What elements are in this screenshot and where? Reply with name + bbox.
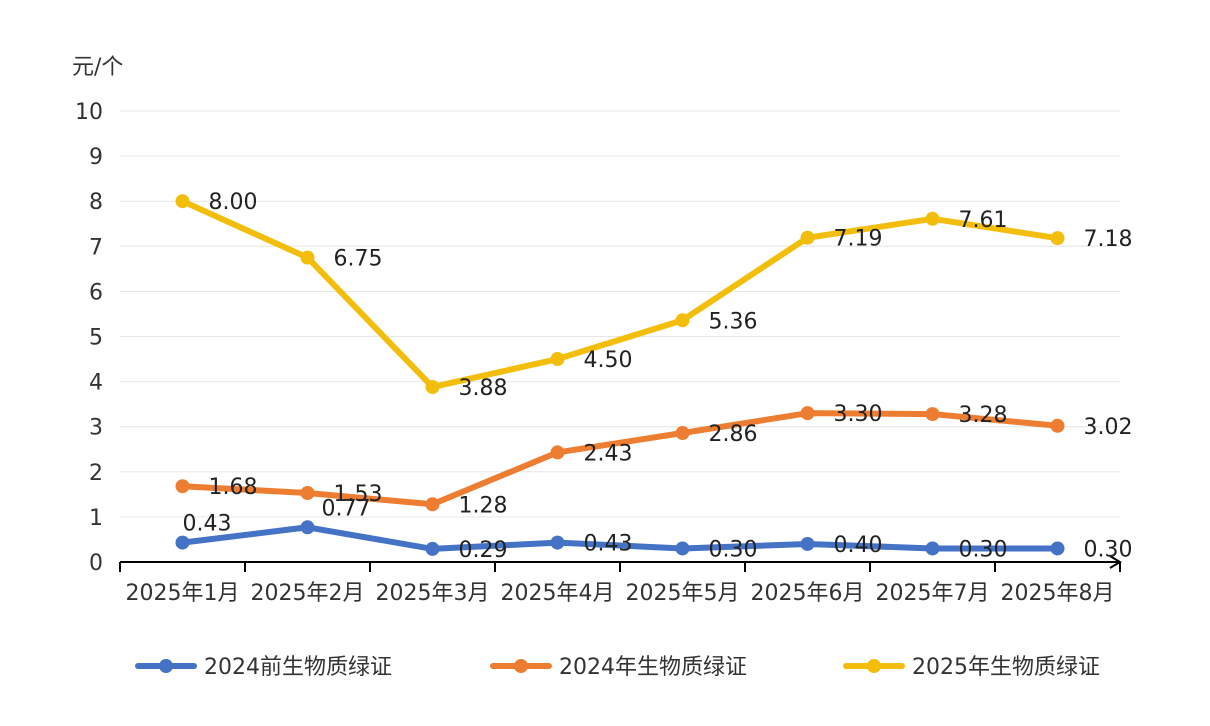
- y-tick-label: 9: [89, 145, 103, 170]
- y-tick-label: 10: [75, 100, 103, 125]
- y-tick-label: 4: [89, 371, 103, 396]
- data-label: 0.77: [322, 496, 371, 521]
- data-label: 3.88: [459, 376, 508, 401]
- data-label: 1.68: [209, 475, 258, 500]
- data-label: 3.02: [1084, 415, 1133, 440]
- data-label: 1.53: [334, 482, 383, 507]
- y-tick-label: 1: [89, 506, 103, 531]
- legend-label: 2024前生物质绿证: [204, 655, 392, 680]
- y-tick-label: 7: [89, 235, 103, 260]
- data-label: 0.40: [834, 533, 883, 558]
- y-tick-label: 8: [89, 190, 103, 215]
- data-point: [425, 497, 440, 512]
- data-point: [425, 541, 440, 556]
- data-point: [800, 536, 815, 551]
- data-label: 3.30: [834, 402, 883, 427]
- data-point: [1050, 541, 1065, 556]
- legend-marker: [867, 659, 881, 673]
- data-label: 0.43: [183, 512, 232, 537]
- legend-marker: [514, 659, 528, 673]
- data-point: [925, 407, 940, 422]
- legend-label: 2025年生物质绿证: [912, 655, 1100, 680]
- y-tick-label: 5: [89, 326, 103, 351]
- data-label: 5.36: [709, 309, 758, 334]
- y-tick-label: 0: [89, 551, 103, 576]
- data-label: 8.00: [209, 190, 258, 215]
- series-line-0: [179, 524, 1061, 552]
- data-point: [550, 445, 565, 460]
- data-label: 0.30: [1084, 537, 1133, 562]
- x-tick-label: 2025年3月: [376, 581, 490, 606]
- x-tick-label: 2025年5月: [626, 581, 740, 606]
- legend-marker: [159, 659, 173, 673]
- data-point: [675, 426, 690, 441]
- x-tick-label: 2025年4月: [501, 581, 615, 606]
- data-label: 7.19: [834, 227, 883, 252]
- x-tick-label: 2025年1月: [126, 581, 240, 606]
- data-label: 7.18: [1084, 227, 1133, 252]
- x-tick-label: 2025年2月: [251, 581, 365, 606]
- series-line-2: [179, 198, 1061, 391]
- y-axis-ticks: 0 1 2 3 4 5 6 7 8 9 10: [75, 100, 103, 576]
- data-label: 0.43: [584, 532, 633, 557]
- data-label: 2.86: [709, 422, 758, 447]
- data-point: [175, 535, 190, 550]
- x-axis: [119, 555, 1122, 572]
- x-tick-label: 2025年7月: [876, 581, 990, 606]
- data-point: [300, 250, 315, 265]
- data-point: [550, 352, 565, 367]
- data-label: 1.28: [459, 493, 508, 518]
- legend: 2024前生物质绿证 2024年生物质绿证 2025年生物质绿证: [135, 655, 1100, 680]
- y-tick-label: 3: [89, 416, 103, 441]
- data-point: [1050, 418, 1065, 433]
- data-label: 3.28: [959, 403, 1008, 428]
- data-label: 0.30: [709, 537, 758, 562]
- data-point: [300, 485, 315, 500]
- data-point: [675, 313, 690, 328]
- data-point: [550, 535, 565, 550]
- x-axis-ticks: 2025年1月 2025年2月 2025年3月 2025年4月 2025年5月 2025年…: [126, 581, 1115, 606]
- x-tick-label: 2025年6月: [751, 581, 865, 606]
- data-label: 2.43: [584, 441, 633, 466]
- y-tick-label: 6: [89, 280, 103, 305]
- x-tick-label: 2025年8月: [1001, 581, 1115, 606]
- data-point: [425, 380, 440, 395]
- y-tick-label: 2: [89, 461, 103, 486]
- data-label: 0.29: [459, 538, 508, 563]
- y-axis-title: 元/个: [72, 55, 123, 80]
- data-point: [300, 520, 315, 535]
- data-label: 6.75: [334, 247, 383, 272]
- series-line-1: [179, 410, 1061, 508]
- data-label: 0.30: [959, 537, 1008, 562]
- data-label: 4.50: [584, 348, 633, 373]
- data-label: 7.61: [959, 208, 1008, 233]
- data-point: [175, 479, 190, 494]
- data-point: [175, 194, 190, 209]
- data-point: [675, 541, 690, 556]
- data-point: [1050, 231, 1065, 246]
- data-point: [925, 211, 940, 226]
- data-labels: 0.43 0.77 0.29 0.43 0.30 0.40 0.30 0.30 1.68 1.53…: [183, 190, 1133, 563]
- data-point: [800, 406, 815, 421]
- data-point: [925, 541, 940, 556]
- data-point: [800, 230, 815, 245]
- series-lines: [175, 194, 1065, 556]
- legend-label: 2024年生物质绿证: [559, 655, 747, 680]
